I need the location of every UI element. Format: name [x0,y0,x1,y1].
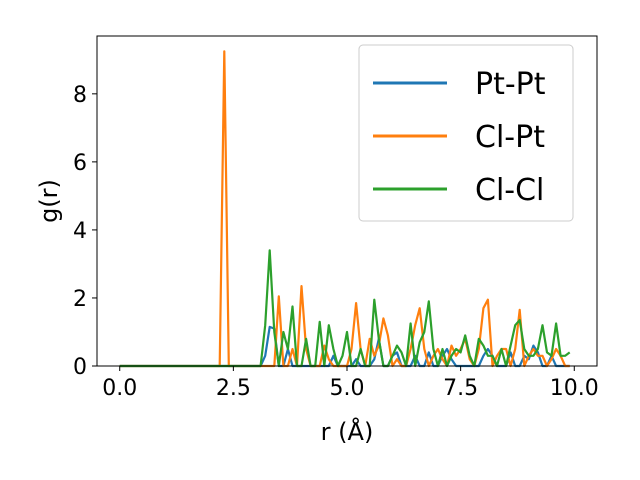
x-tick-label: 2.5 [216,376,251,401]
y-tick-label: 6 [73,151,87,176]
legend-label-cl-pt: Cl-Pt [475,120,545,155]
legend-frame [358,44,574,222]
y-tick-label: 8 [73,83,87,108]
y-tick-label: 4 [73,219,87,244]
legend: Pt-Pt Cl-Pt Cl-Cl [358,44,574,222]
series-line-cl-cl [119,249,571,368]
y-tick-label: 2 [73,287,87,312]
x-axis-title: r (Å) [321,417,374,446]
legend-label-pt-pt: Pt-Pt [475,67,546,102]
x-tick-label: 5.0 [330,376,365,401]
y-axis: 0 2 4 6 8 [73,83,97,380]
y-tick-label: 0 [73,355,87,380]
x-tick-label: 7.5 [443,376,478,401]
x-tick-label: 10.0 [550,376,599,401]
legend-label-cl-cl: Cl-Cl [475,173,544,208]
x-axis: 0.0 2.5 5.0 7.5 10.0 [102,366,599,401]
x-tick-label: 0.0 [102,376,137,401]
y-axis-title: g(r) [35,179,63,223]
